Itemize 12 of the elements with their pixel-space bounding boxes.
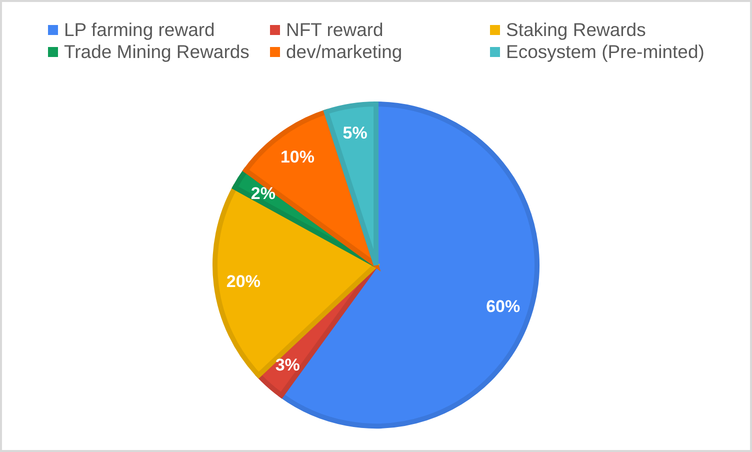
legend-label: dev/marketing: [286, 41, 402, 63]
data-label: 10%: [280, 147, 314, 166]
legend-label: Trade Mining Rewards: [64, 41, 250, 63]
data-label: 3%: [275, 356, 300, 375]
legend-label: Ecosystem (Pre-minted): [506, 41, 704, 63]
legend-label: LP farming reward: [64, 19, 215, 41]
legend-label: NFT reward: [286, 19, 384, 41]
data-label: 60%: [486, 296, 520, 316]
legend-label: Staking Rewards: [506, 19, 646, 41]
data-label: 5%: [342, 124, 368, 143]
data-label: 2%: [250, 184, 276, 203]
data-label: 20%: [226, 272, 260, 292]
